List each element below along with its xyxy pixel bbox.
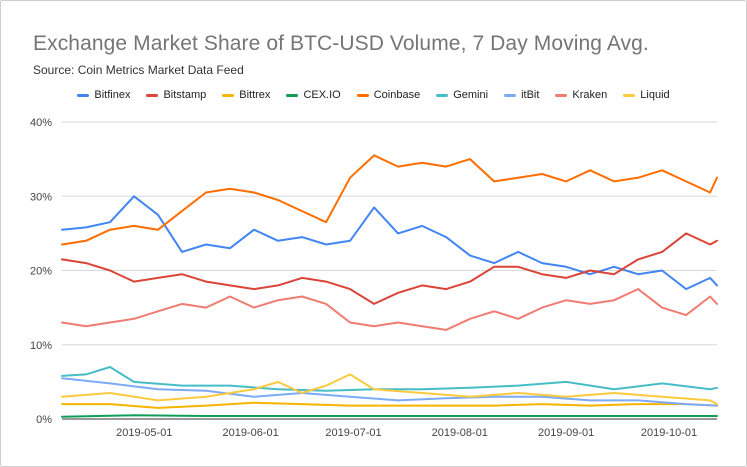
series-line-liquid — [61, 373, 718, 406]
series-line-bittrex — [61, 401, 718, 409]
y-tick-label: 40% — [30, 117, 52, 129]
legend-swatch — [77, 93, 90, 97]
x-tick-label: 2019-09-01 — [538, 427, 594, 439]
legend-label: Bitfinex — [94, 89, 131, 101]
legend-swatch — [504, 93, 517, 97]
chart-title: Exchange Market Share of BTC-USD Volume,… — [33, 32, 649, 55]
legend-item: Bitfinex — [77, 89, 130, 101]
legend-swatch — [623, 93, 636, 97]
legend-label: itBit — [521, 89, 540, 101]
legend-item: itBit — [504, 89, 539, 101]
legend-item: Kraken — [555, 89, 607, 101]
series-line-itbit — [61, 377, 718, 407]
legend-swatch — [222, 93, 235, 97]
x-tick-label: 2019-05-01 — [116, 427, 172, 439]
legend-label: Bittrex — [239, 89, 271, 101]
legend-swatch — [555, 93, 568, 97]
x-tick-label: 2019-06-01 — [222, 427, 278, 439]
legend-label: Liquid — [640, 89, 670, 101]
series-line-gemini — [61, 366, 718, 392]
legend-swatch — [356, 93, 369, 97]
legend-item: Bitstamp — [146, 89, 206, 101]
x-tick-label: 2019-07-01 — [325, 427, 381, 439]
series-line-cex-io — [61, 414, 718, 418]
legend-label: Bitstamp — [163, 89, 207, 101]
y-tick-label: 30% — [30, 191, 52, 203]
y-tick-label: 10% — [30, 340, 52, 352]
legend-swatch — [146, 93, 159, 97]
x-tick-label: 2019-10-01 — [641, 427, 697, 439]
series-line-kraken — [61, 288, 718, 331]
chart-legend: Bitfinex Bitstamp Bittrex CEX.IO Coinbase Gem… — [0, 89, 747, 101]
chart-subtitle: Source: Coin Metrics Market Data Feed — [33, 63, 244, 77]
legend-label: Gemini — [453, 89, 489, 101]
legend-item: Liquid — [623, 89, 670, 101]
legend-swatch — [436, 93, 449, 97]
y-tick-label: 0% — [36, 414, 52, 426]
legend-item: CEX.IO — [286, 89, 341, 101]
legend-label: Kraken — [572, 89, 608, 101]
legend-label: CEX.IO — [303, 89, 341, 101]
x-tick-label: 2019-08-01 — [432, 427, 488, 439]
legend-item: Coinbase — [356, 89, 421, 101]
legend-swatch — [286, 93, 299, 97]
series-line-bitfinex — [61, 195, 718, 291]
legend-item: Gemini — [436, 89, 488, 101]
y-tick-label: 20% — [30, 266, 52, 278]
legend-label: Coinbase — [373, 89, 421, 101]
series-line-coinbase — [61, 154, 718, 246]
legend-item: Bittrex — [222, 89, 270, 101]
series-line-bitstamp — [61, 232, 718, 305]
